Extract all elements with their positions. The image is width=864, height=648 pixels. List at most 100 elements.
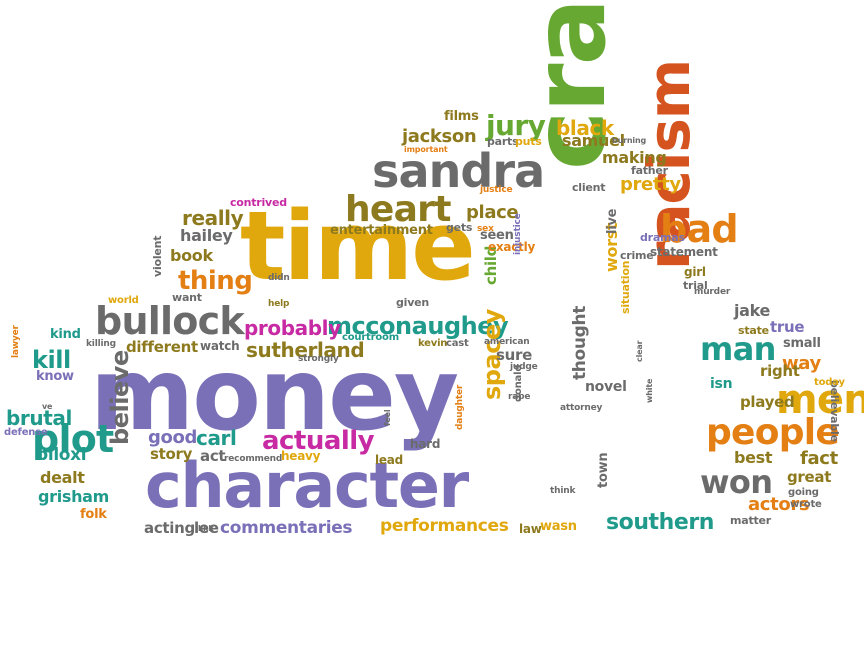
word-state: state (738, 324, 769, 337)
word-justice: justice (480, 185, 513, 195)
word-live: live (605, 208, 620, 234)
word-heavy: heavy (281, 449, 321, 463)
word-carl: carl (196, 426, 237, 450)
word-help: help (268, 299, 290, 309)
word-parts: parts (487, 135, 519, 148)
word-sure: sure (496, 346, 532, 364)
word-kill: kill (32, 346, 71, 374)
word-grisham: grisham (38, 487, 109, 506)
word-act: act (200, 447, 226, 465)
word-father: father (631, 164, 668, 177)
word-way: way (782, 353, 821, 374)
word-today: today (814, 377, 845, 388)
word-violent: violent (151, 235, 164, 277)
word-judge: judge (510, 362, 538, 372)
word-mcconaughey: mcconaughey (327, 312, 509, 340)
word-gets: gets (446, 221, 473, 234)
word-people: people (706, 412, 840, 453)
word-dealt: dealt (40, 468, 85, 487)
word-exactly: exactly (488, 240, 536, 254)
word-given: given (396, 296, 430, 309)
word-folk: folk (80, 507, 107, 522)
word-jackson: jackson (402, 126, 477, 147)
word-making: making (602, 148, 667, 167)
word-performances: performances (380, 516, 509, 536)
word-bullock: bullock (95, 299, 245, 343)
word-sandra: sandra (372, 144, 545, 198)
word-won: won (700, 463, 773, 501)
word-kind: kind (50, 327, 81, 342)
word-kevin: kevin (418, 338, 448, 349)
word-client: client (572, 181, 606, 194)
word-clear: clear (635, 340, 644, 362)
word-kkk: kkk (198, 524, 214, 533)
word-situation: situation (619, 260, 632, 314)
word-world: world (108, 295, 139, 306)
word-law: law (519, 522, 542, 536)
word-best: best (734, 448, 773, 467)
word-believable: believable (828, 380, 841, 442)
word-thing: thing (178, 266, 253, 296)
word-seen: seen (480, 228, 514, 243)
word-bad: bad (660, 207, 739, 251)
word-girl: girl (684, 265, 706, 279)
word-pretty: pretty (620, 174, 681, 195)
word-novel: novel (585, 379, 627, 395)
word-man: man (700, 330, 776, 368)
word-samuel: samuel (562, 131, 625, 150)
word-going: going (788, 487, 819, 498)
word-puts: puts (515, 135, 542, 148)
word-actors: actors (748, 494, 810, 515)
word-want: want (172, 291, 202, 304)
word-believe: believe (106, 350, 134, 445)
word-defense: defense (4, 427, 48, 438)
word-hailey: hailey (180, 226, 233, 245)
word-played: played (740, 393, 795, 411)
word-rape: rape (508, 392, 531, 402)
word-dramas: dramas (640, 231, 685, 244)
word-true: true (770, 318, 805, 336)
word-jury: jury (486, 109, 546, 142)
word-men: men (776, 377, 864, 423)
word-wrote: wrote (790, 499, 822, 510)
word-killing: killing (86, 339, 116, 349)
word-cast: cast (446, 338, 469, 349)
word-films: films (444, 109, 479, 124)
word-different: different (126, 338, 198, 356)
word-great: great (787, 468, 832, 486)
word-biloxi: biloxi (36, 445, 87, 465)
word-american: american (484, 337, 530, 347)
word-time: time (240, 192, 476, 302)
word-wasn: wasn (540, 519, 577, 534)
word-commentaries: commentaries (220, 518, 353, 538)
word-white: white (645, 378, 654, 403)
word-strongly: strongly (298, 354, 339, 364)
word-southern: southern (606, 510, 714, 535)
word-sutherland: sutherland (246, 338, 365, 362)
word-crime: crime (620, 249, 654, 262)
word-lead: lead (375, 453, 403, 467)
word-think: think (550, 486, 576, 496)
word-daughter: daughter (455, 384, 465, 430)
word-lawyer: lawyer (11, 325, 21, 358)
word-story: story (150, 445, 193, 463)
word-important: important (404, 145, 448, 154)
word-didn: didn (268, 273, 290, 283)
word-matter: matter (730, 514, 771, 527)
word-trial: trial (683, 279, 708, 292)
word-heart: heart (345, 189, 451, 230)
word-contrived: contrived (230, 196, 287, 209)
word-ve: ve (42, 402, 53, 411)
word-really: really (182, 206, 244, 230)
word-lee: lee (194, 519, 219, 537)
word-fact: fact (800, 448, 838, 469)
word-recommend: recommend (224, 454, 283, 464)
word-jake: jake (734, 301, 771, 320)
word-murder: murder (694, 287, 731, 297)
word-money: money (90, 336, 459, 453)
word-thought: thought (570, 305, 590, 380)
word-isn: isn (710, 376, 733, 392)
word-injustice: injustice (513, 213, 523, 255)
word-courtroom: courtroom (342, 332, 399, 343)
